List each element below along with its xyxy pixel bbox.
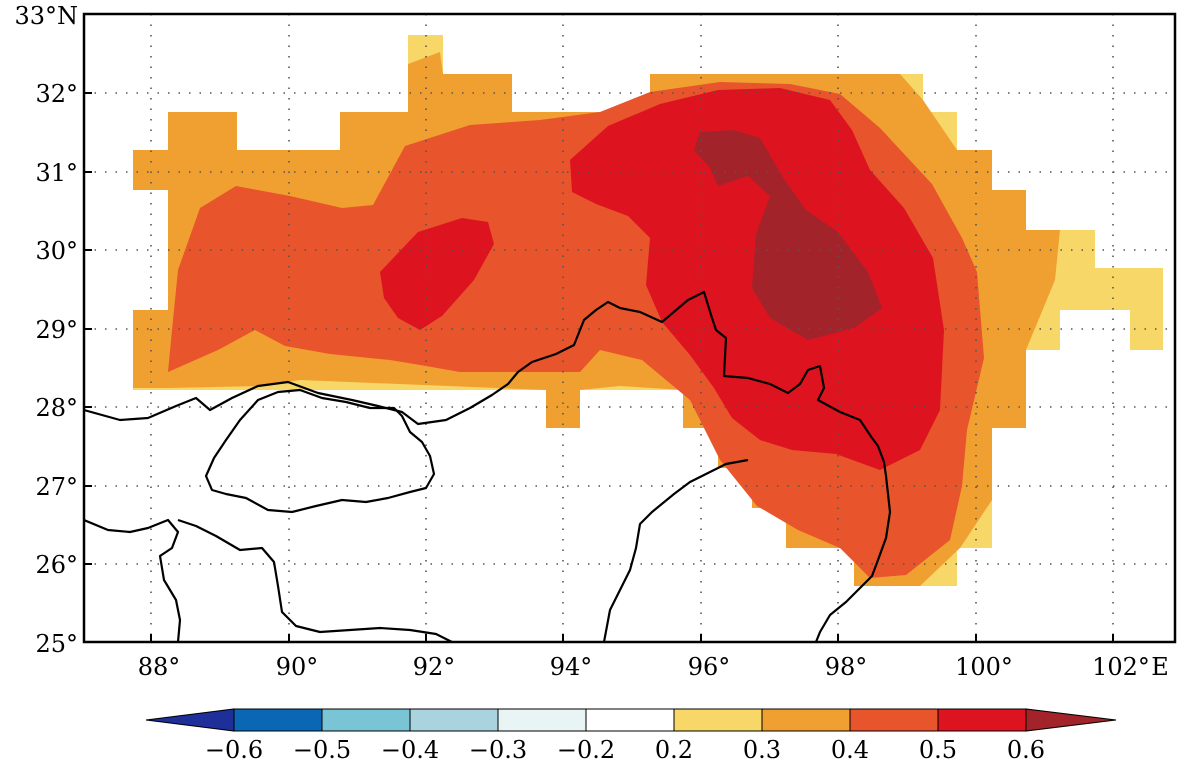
lon-unit-label: E [1151, 653, 1169, 681]
lat-label-28: 28° [35, 394, 78, 422]
colorbar-extend-high [1025, 708, 1117, 732]
india-northeast-boundary [177, 518, 453, 642]
lon-label-88: 88° [138, 653, 181, 681]
latitude-labels: 33°N 32° 31° 30° 29° 28° 27° 26° 25° [14, 2, 78, 658]
lon-label-96: 96° [688, 653, 731, 681]
colorbar-bin-9 [937, 708, 1027, 732]
colorbar-label-2: −0.5 [293, 736, 351, 764]
colorbar-bin-6 [673, 708, 763, 732]
colorbar-extend-low [145, 708, 235, 732]
colorbar-bin-2 [321, 708, 411, 732]
axis-ticks [84, 92, 1114, 642]
lon-label-90: 90° [276, 653, 319, 681]
colorbar-label-8: 0.4 [831, 736, 869, 764]
colorbar-bin-7 [761, 708, 851, 732]
colorbar-bin-1 [233, 708, 323, 732]
colorbar-bin-4 [497, 708, 587, 732]
colorbar-bin-3 [409, 708, 499, 732]
lon-label-102: 102° [1092, 653, 1150, 681]
lon-label-98: 98° [825, 653, 868, 681]
colorbar-label-10: 0.6 [1007, 736, 1045, 764]
lat-label-25: 25° [35, 630, 78, 658]
lat-label-32: 32° [35, 80, 78, 108]
longitude-labels: 88° 90° 92° 94° 96° 98° 100° 102° E [138, 653, 1169, 681]
colorbar-label-5: −0.2 [557, 736, 615, 764]
lat-label-30: 30° [35, 237, 78, 265]
lat-label-29: 29° [35, 316, 78, 344]
china-southern-boundary [84, 290, 892, 642]
contour-field [133, 35, 1163, 586]
bangladesh-india-boundary [84, 518, 182, 642]
colorbar-label-4: −0.3 [469, 736, 527, 764]
colorbar-label-3: −0.4 [381, 736, 439, 764]
bhutan-boundary [204, 388, 436, 514]
boundary-lines [84, 290, 892, 642]
colorbar-label-1: −0.6 [205, 736, 263, 764]
colorbar-label-7: 0.3 [743, 736, 781, 764]
colorbar-label-9: 0.5 [919, 736, 957, 764]
colorbar-bin-5 [585, 708, 675, 732]
lat-label-33: 33°N [14, 2, 78, 30]
lon-label-92: 92° [413, 653, 456, 681]
contour-level-0.6 [694, 130, 882, 340]
lat-label-26: 26° [35, 551, 78, 579]
lon-label-100: 100° [955, 653, 1013, 681]
contour-level-0.4-spot [566, 345, 584, 358]
colorbar-bin-8 [849, 708, 939, 732]
contour-level-0.5 [380, 218, 494, 330]
lat-label-27: 27° [35, 473, 78, 501]
lat-label-31: 31° [35, 159, 78, 187]
colorbar-label-6: 0.2 [655, 736, 693, 764]
myanmar-boundary [602, 458, 749, 642]
colorbar: −0.6 −0.5 −0.4 −0.3 −0.2 0.2 0.3 0.4 0.5… [145, 708, 1117, 764]
lon-label-94: 94° [550, 653, 593, 681]
